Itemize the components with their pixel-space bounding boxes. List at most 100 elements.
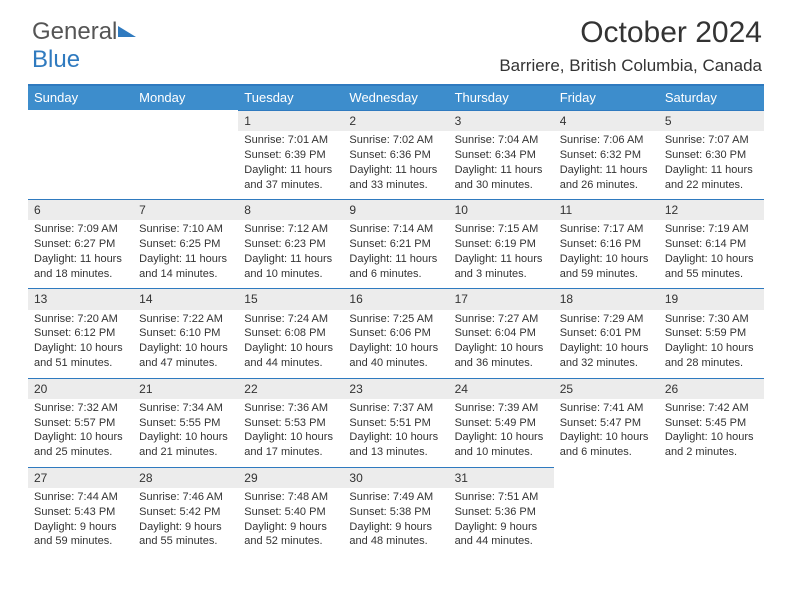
sunrise-line: Sunrise: 7:24 AM — [244, 312, 337, 327]
sunset-line: Sunset: 6:39 PM — [244, 148, 337, 163]
day-body: Sunrise: 7:22 AMSunset: 6:10 PMDaylight:… — [133, 310, 238, 378]
day-number: 17 — [449, 288, 554, 309]
daylight-line: Daylight: 10 hours and 13 minutes. — [349, 430, 442, 460]
day-body: Sunrise: 7:01 AMSunset: 6:39 PMDaylight:… — [238, 131, 343, 199]
calendar-day: 22Sunrise: 7:36 AMSunset: 5:53 PMDayligh… — [238, 378, 343, 467]
sunrise-line: Sunrise: 7:09 AM — [34, 222, 127, 237]
day-number: 31 — [449, 467, 554, 488]
sunset-line: Sunset: 5:36 PM — [455, 505, 548, 520]
sunrise-line: Sunrise: 7:06 AM — [560, 133, 653, 148]
brand-part1: General — [32, 18, 117, 45]
day-body: Sunrise: 7:24 AMSunset: 6:08 PMDaylight:… — [238, 310, 343, 378]
sunrise-line: Sunrise: 7:48 AM — [244, 490, 337, 505]
daylight-line: Daylight: 9 hours and 59 minutes. — [34, 520, 127, 550]
day-body: Sunrise: 7:32 AMSunset: 5:57 PMDaylight:… — [28, 399, 133, 467]
calendar-week: 1Sunrise: 7:01 AMSunset: 6:39 PMDaylight… — [28, 110, 764, 199]
daylight-line: Daylight: 10 hours and 47 minutes. — [139, 341, 232, 371]
calendar-week: 6Sunrise: 7:09 AMSunset: 6:27 PMDaylight… — [28, 199, 764, 288]
daylight-line: Daylight: 10 hours and 17 minutes. — [244, 430, 337, 460]
sunset-line: Sunset: 5:59 PM — [665, 326, 758, 341]
daylight-line: Daylight: 10 hours and 10 minutes. — [455, 430, 548, 460]
day-header: Monday — [133, 85, 238, 110]
daylight-line: Daylight: 11 hours and 37 minutes. — [244, 163, 337, 193]
daylight-line: Daylight: 11 hours and 30 minutes. — [455, 163, 548, 193]
day-number: 18 — [554, 288, 659, 309]
sunset-line: Sunset: 6:25 PM — [139, 237, 232, 252]
day-number: 30 — [343, 467, 448, 488]
day-number: 13 — [28, 288, 133, 309]
day-number: 26 — [659, 378, 764, 399]
day-number: 4 — [554, 110, 659, 131]
sunset-line: Sunset: 6:14 PM — [665, 237, 758, 252]
day-number: 9 — [343, 199, 448, 220]
sunrise-line: Sunrise: 7:22 AM — [139, 312, 232, 327]
sunset-line: Sunset: 6:08 PM — [244, 326, 337, 341]
day-body: Sunrise: 7:41 AMSunset: 5:47 PMDaylight:… — [554, 399, 659, 467]
day-body: Sunrise: 7:51 AMSunset: 5:36 PMDaylight:… — [449, 488, 554, 556]
calendar-day: 23Sunrise: 7:37 AMSunset: 5:51 PMDayligh… — [343, 378, 448, 467]
location-subtitle: Barriere, British Columbia, Canada — [28, 56, 762, 76]
sunset-line: Sunset: 6:34 PM — [455, 148, 548, 163]
day-header: Thursday — [449, 85, 554, 110]
day-header: Tuesday — [238, 85, 343, 110]
daylight-line: Daylight: 10 hours and 44 minutes. — [244, 341, 337, 371]
day-body: Sunrise: 7:07 AMSunset: 6:30 PMDaylight:… — [659, 131, 764, 199]
day-header: Sunday — [28, 85, 133, 110]
day-number: 21 — [133, 378, 238, 399]
day-number: 29 — [238, 467, 343, 488]
sunrise-line: Sunrise: 7:36 AM — [244, 401, 337, 416]
day-number: 3 — [449, 110, 554, 131]
daylight-line: Daylight: 9 hours and 52 minutes. — [244, 520, 337, 550]
sunrise-line: Sunrise: 7:02 AM — [349, 133, 442, 148]
day-body: Sunrise: 7:19 AMSunset: 6:14 PMDaylight:… — [659, 220, 764, 288]
sunrise-line: Sunrise: 7:17 AM — [560, 222, 653, 237]
calendar-day: 19Sunrise: 7:30 AMSunset: 5:59 PMDayligh… — [659, 288, 764, 377]
sunset-line: Sunset: 5:47 PM — [560, 416, 653, 431]
day-number: 1 — [238, 110, 343, 131]
day-number: 25 — [554, 378, 659, 399]
calendar-day: 24Sunrise: 7:39 AMSunset: 5:49 PMDayligh… — [449, 378, 554, 467]
day-number: 2 — [343, 110, 448, 131]
day-body: Sunrise: 7:29 AMSunset: 6:01 PMDaylight:… — [554, 310, 659, 378]
sunset-line: Sunset: 6:36 PM — [349, 148, 442, 163]
calendar-day: 20Sunrise: 7:32 AMSunset: 5:57 PMDayligh… — [28, 378, 133, 467]
brand-logo: General Blue — [32, 18, 136, 74]
sunset-line: Sunset: 6:19 PM — [455, 237, 548, 252]
sunrise-line: Sunrise: 7:29 AM — [560, 312, 653, 327]
day-body: Sunrise: 7:17 AMSunset: 6:16 PMDaylight:… — [554, 220, 659, 288]
sunset-line: Sunset: 6:04 PM — [455, 326, 548, 341]
day-body: Sunrise: 7:27 AMSunset: 6:04 PMDaylight:… — [449, 310, 554, 378]
sunset-line: Sunset: 5:53 PM — [244, 416, 337, 431]
day-number: 11 — [554, 199, 659, 220]
daylight-line: Daylight: 10 hours and 59 minutes. — [560, 252, 653, 282]
sunset-line: Sunset: 6:27 PM — [34, 237, 127, 252]
sunset-line: Sunset: 6:06 PM — [349, 326, 442, 341]
day-body: Sunrise: 7:44 AMSunset: 5:43 PMDaylight:… — [28, 488, 133, 556]
calendar-day: 16Sunrise: 7:25 AMSunset: 6:06 PMDayligh… — [343, 288, 448, 377]
day-body: Sunrise: 7:36 AMSunset: 5:53 PMDaylight:… — [238, 399, 343, 467]
daylight-line: Daylight: 10 hours and 28 minutes. — [665, 341, 758, 371]
sunrise-line: Sunrise: 7:32 AM — [34, 401, 127, 416]
daylight-line: Daylight: 10 hours and 6 minutes. — [560, 430, 653, 460]
day-body: Sunrise: 7:49 AMSunset: 5:38 PMDaylight:… — [343, 488, 448, 556]
sunrise-line: Sunrise: 7:41 AM — [560, 401, 653, 416]
sunrise-line: Sunrise: 7:44 AM — [34, 490, 127, 505]
day-number: 15 — [238, 288, 343, 309]
calendar-day — [133, 110, 238, 199]
sunset-line: Sunset: 6:16 PM — [560, 237, 653, 252]
day-body: Sunrise: 7:15 AMSunset: 6:19 PMDaylight:… — [449, 220, 554, 288]
calendar-day: 26Sunrise: 7:42 AMSunset: 5:45 PMDayligh… — [659, 378, 764, 467]
day-body: Sunrise: 7:37 AMSunset: 5:51 PMDaylight:… — [343, 399, 448, 467]
sunrise-line: Sunrise: 7:37 AM — [349, 401, 442, 416]
daylight-line: Daylight: 11 hours and 14 minutes. — [139, 252, 232, 282]
calendar-day: 9Sunrise: 7:14 AMSunset: 6:21 PMDaylight… — [343, 199, 448, 288]
daylight-line: Daylight: 11 hours and 26 minutes. — [560, 163, 653, 193]
sunrise-line: Sunrise: 7:19 AM — [665, 222, 758, 237]
daylight-line: Daylight: 11 hours and 22 minutes. — [665, 163, 758, 193]
day-number: 28 — [133, 467, 238, 488]
calendar-day: 11Sunrise: 7:17 AMSunset: 6:16 PMDayligh… — [554, 199, 659, 288]
sunrise-line: Sunrise: 7:12 AM — [244, 222, 337, 237]
header: October 2024 Barriere, British Columbia,… — [28, 16, 764, 76]
day-header: Wednesday — [343, 85, 448, 110]
sunrise-line: Sunrise: 7:51 AM — [455, 490, 548, 505]
